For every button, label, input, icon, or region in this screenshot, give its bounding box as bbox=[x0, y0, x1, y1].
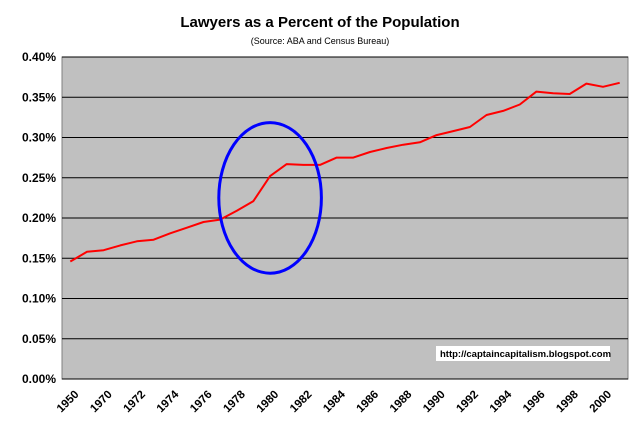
chart-subtitle: (Source: ABA and Census Bureau) bbox=[251, 36, 390, 46]
y-tick-label: 0.35% bbox=[22, 90, 56, 104]
x-tick-label: 1994 bbox=[488, 388, 515, 415]
x-tick-label: 1972 bbox=[121, 389, 148, 416]
x-axis: 1950 1970 1972 1974 1976 1978 1980 1982 1984 1986… bbox=[55, 388, 614, 415]
source-url-box bbox=[436, 346, 610, 361]
x-tick-label: 2000 bbox=[588, 389, 615, 416]
x-tick-label: 1996 bbox=[521, 389, 548, 416]
x-tick-label: 1970 bbox=[88, 389, 115, 416]
x-tick-label: 1978 bbox=[221, 388, 248, 415]
source-url: http://captaincapitalism.blogspot.com bbox=[440, 349, 611, 360]
y-tick-label: 0.00% bbox=[22, 372, 56, 386]
y-tick-label: 0.20% bbox=[22, 211, 56, 225]
highlight-ellipse bbox=[217, 121, 323, 275]
series-layer bbox=[69, 81, 620, 263]
x-tick-label: 1974 bbox=[155, 388, 182, 415]
x-tick-label: 1980 bbox=[255, 389, 282, 416]
series-line bbox=[69, 81, 620, 263]
x-tick-label: 1984 bbox=[321, 388, 348, 415]
y-tick-label: 0.40% bbox=[22, 50, 56, 64]
y-tick-label: 0.15% bbox=[22, 251, 56, 265]
chart-title: Lawyers as a Percent of the Population bbox=[180, 14, 459, 31]
x-tick-label: 1990 bbox=[421, 389, 448, 416]
x-tick-label: 1988 bbox=[388, 388, 415, 415]
x-tick-label: 1986 bbox=[355, 389, 382, 416]
y-tick-label: 0.25% bbox=[22, 171, 56, 185]
x-tick-label: 1982 bbox=[288, 389, 315, 416]
x-tick-label: 1998 bbox=[554, 388, 581, 415]
x-tick-label: 1950 bbox=[55, 389, 82, 416]
x-tick-label: 1992 bbox=[454, 389, 481, 416]
gridlines bbox=[62, 56, 628, 380]
x-tick-label: 1976 bbox=[188, 389, 215, 416]
y-tick-label: 0.30% bbox=[22, 131, 56, 145]
y-tick-label: 0.10% bbox=[22, 292, 56, 306]
y-tick-label: 0.05% bbox=[22, 332, 56, 346]
y-axis: 0.00% 0.05% 0.10% 0.15% 0.20% 0.25% 0.30% 0.35%… bbox=[22, 50, 56, 386]
